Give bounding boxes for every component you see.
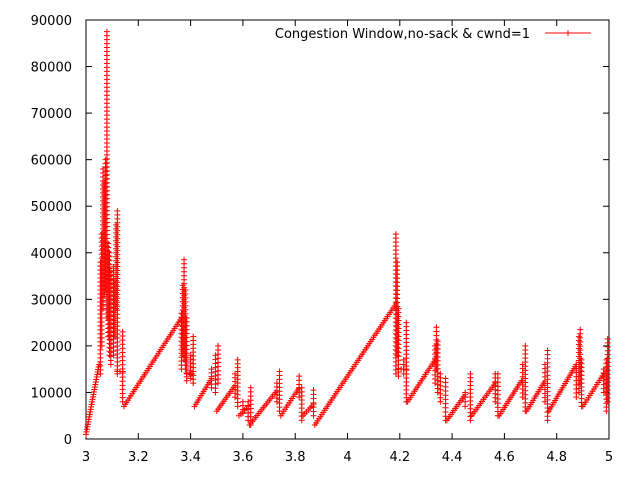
data-point: [577, 326, 584, 333]
data-point: [106, 249, 113, 256]
data-point: [575, 333, 582, 340]
data-point: [603, 356, 610, 363]
legend-sample: [545, 30, 591, 36]
x-tick-label: 3.6: [233, 450, 254, 465]
data-point: [247, 384, 254, 391]
x-tick-label: 4: [343, 450, 351, 465]
legend-label: Congestion Window,no-sack & cwnd=1: [275, 27, 530, 42]
data-point: [437, 370, 444, 377]
data-point: [190, 333, 197, 340]
y-tick-label: 80000: [31, 61, 72, 76]
y-tick-label: 70000: [31, 107, 72, 122]
x-tick-label: 3.4: [180, 450, 201, 465]
x-tick-label: 3.8: [285, 450, 306, 465]
data-point: [467, 370, 474, 377]
y-tick-label: 0: [64, 433, 72, 448]
data-point: [99, 165, 106, 172]
x-tick-label: 4.2: [389, 450, 410, 465]
data-point: [395, 305, 402, 312]
y-tick-label: 30000: [31, 293, 72, 308]
data-point: [182, 287, 189, 294]
data-point: [296, 373, 303, 380]
data-point: [103, 28, 110, 35]
data-point: [522, 342, 529, 349]
legend: Congestion Window,no-sack & cwnd=1: [275, 27, 591, 42]
x-tick-label: 3: [82, 450, 90, 465]
data-point: [98, 231, 105, 238]
data-point: [119, 328, 126, 335]
data-marks: [83, 28, 611, 438]
axis-tick-labels: 3 3.2 3.4 3.6 3.8 4 4.2 4.4 4.6 4.8 5 0 10000 20000 30…: [31, 14, 614, 465]
axis-ticks: [85, 19, 610, 440]
data-point: [442, 375, 449, 382]
y-tick-label: 90000: [31, 14, 72, 29]
data-point: [434, 338, 441, 345]
legend-marker: [565, 30, 571, 36]
x-tick-label: 4.4: [442, 450, 463, 465]
data-point: [212, 352, 219, 359]
y-tick-label: 10000: [31, 386, 72, 401]
data-point: [102, 156, 109, 163]
data-point: [276, 368, 283, 375]
data-point: [394, 259, 401, 266]
data-point: [114, 207, 121, 214]
x-tick-label: 3.2: [128, 450, 149, 465]
x-tick-label: 4.8: [546, 450, 567, 465]
data-point: [181, 256, 188, 263]
y-tick-label: 40000: [31, 247, 72, 262]
data-point: [215, 342, 222, 349]
data-point: [310, 387, 317, 394]
data-point: [604, 335, 611, 342]
data-point: [403, 319, 410, 326]
x-tick-label: 4.6: [494, 450, 515, 465]
data-point: [234, 356, 241, 363]
data-point: [600, 366, 607, 373]
data-point: [578, 356, 585, 363]
data-point: [392, 231, 399, 238]
data-point: [433, 324, 440, 331]
y-tick-label: 50000: [31, 200, 72, 215]
y-tick-label: 20000: [31, 340, 72, 355]
data-point: [298, 384, 305, 391]
data-point: [494, 370, 501, 377]
data-point: [96, 361, 103, 368]
data-point: [107, 268, 114, 275]
plot-frame: [85, 19, 610, 440]
data-point: [187, 352, 194, 359]
data-point: [544, 347, 551, 354]
data-point: [239, 398, 246, 405]
y-tick-label: 60000: [31, 154, 72, 169]
data-point: [208, 366, 215, 373]
x-tick-label: 5: [605, 450, 613, 465]
data-point: [183, 314, 190, 321]
data-point: [462, 389, 469, 396]
data-point: [105, 240, 112, 247]
